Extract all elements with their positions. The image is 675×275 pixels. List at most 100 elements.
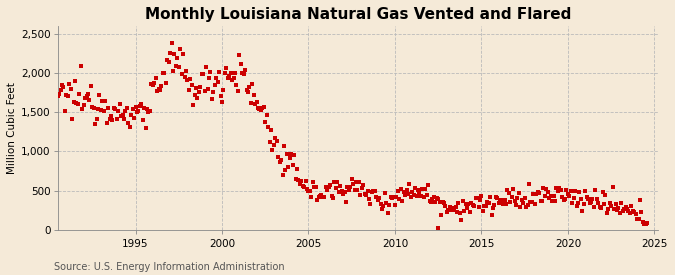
Point [221, 66, 232, 70]
Point [251, 99, 262, 104]
Point [157, 71, 168, 76]
Point [444, 205, 455, 210]
Point [534, 191, 545, 196]
Point [355, 192, 366, 197]
Point [554, 186, 565, 191]
Point [218, 88, 229, 92]
Point [207, 97, 217, 101]
Point [496, 198, 507, 203]
Point [114, 102, 125, 107]
Point [323, 185, 334, 189]
Point [441, 209, 452, 214]
Point [511, 203, 522, 207]
Point [589, 205, 599, 209]
Point [577, 209, 588, 213]
Point [437, 200, 448, 204]
Point [599, 201, 610, 206]
Point [485, 194, 495, 199]
Point [45, 89, 56, 94]
Point [246, 101, 256, 105]
Point [567, 200, 578, 205]
Point [225, 71, 236, 75]
Point [92, 107, 103, 111]
Point [336, 189, 347, 193]
Point [626, 204, 637, 208]
Point [501, 202, 512, 206]
Point [294, 182, 305, 186]
Point [80, 96, 90, 100]
Point [222, 76, 233, 81]
Text: Source: U.S. Energy Information Administration: Source: U.S. Energy Information Administ… [54, 262, 285, 272]
Point [297, 184, 308, 188]
Point [524, 182, 535, 186]
Point [312, 198, 323, 202]
Point [257, 106, 268, 110]
Point [109, 106, 119, 111]
Point [175, 47, 186, 51]
Point [64, 82, 75, 86]
Point [392, 189, 403, 193]
Point [514, 190, 524, 195]
Point [542, 190, 553, 194]
Point [224, 74, 235, 79]
Point [238, 72, 249, 77]
Point [509, 199, 520, 203]
Point [198, 72, 209, 77]
Point [603, 207, 614, 211]
Point [476, 193, 487, 198]
Point [159, 71, 169, 75]
Point [115, 113, 126, 118]
Point [504, 191, 514, 196]
Point [620, 204, 631, 209]
Point [618, 209, 628, 213]
Point [338, 192, 348, 196]
Point [283, 165, 294, 169]
Point [499, 197, 510, 202]
Point [632, 216, 643, 221]
Point [186, 83, 197, 87]
Point [568, 196, 579, 201]
Point [231, 83, 242, 87]
Point [375, 202, 386, 206]
Point [613, 206, 624, 210]
Title: Monthly Louisiana Natural Gas Vented and Flared: Monthly Louisiana Natural Gas Vented and… [144, 7, 571, 22]
Point [368, 189, 379, 193]
Point [600, 193, 611, 197]
Point [325, 183, 335, 188]
Point [247, 82, 258, 86]
Point [633, 216, 644, 221]
Point [487, 205, 498, 210]
Point [97, 98, 108, 103]
Point [123, 121, 134, 126]
Point [261, 113, 272, 117]
Point [622, 207, 632, 211]
Point [264, 140, 275, 145]
Point [545, 193, 556, 198]
Point [232, 89, 243, 93]
Point [130, 105, 141, 109]
Point [195, 84, 206, 89]
Point [277, 173, 288, 177]
Point [401, 187, 412, 192]
Point [156, 83, 167, 88]
Point [137, 117, 148, 122]
Point [529, 202, 540, 206]
Point [146, 82, 157, 86]
Point [256, 108, 267, 112]
Point [209, 83, 220, 87]
Point [495, 198, 506, 202]
Point [296, 179, 306, 184]
Point [421, 192, 432, 197]
Point [394, 197, 405, 201]
Point [426, 200, 437, 204]
Point [515, 205, 526, 210]
Point [384, 203, 395, 207]
Point [212, 79, 223, 84]
Point [211, 75, 221, 80]
Point [548, 194, 559, 198]
Point [634, 198, 645, 202]
Point [117, 113, 128, 117]
Point [359, 191, 370, 196]
Point [560, 197, 570, 201]
Point [306, 194, 317, 199]
